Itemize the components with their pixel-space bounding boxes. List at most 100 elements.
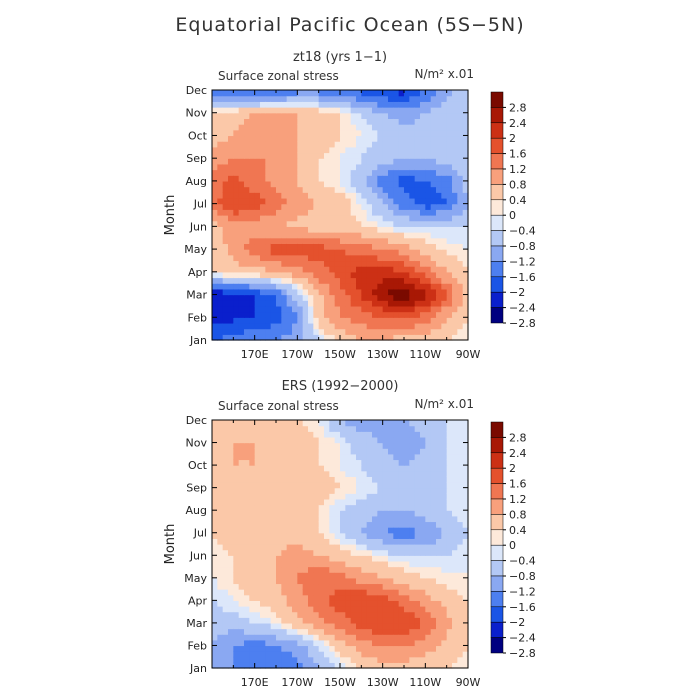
- contour-cell: [308, 175, 314, 182]
- contour-cell: [249, 577, 256, 585]
- contour-cell: [409, 510, 416, 517]
- contour-cell: [318, 158, 325, 165]
- contour-cell: [388, 589, 394, 596]
- contour-cell: [372, 611, 378, 618]
- contour-cell: [377, 101, 384, 108]
- contour-cell: [414, 420, 421, 427]
- contour-cell: [377, 583, 384, 590]
- contour-cell: [244, 482, 250, 489]
- contour-cell: [345, 249, 352, 256]
- contour-cell: [254, 197, 261, 205]
- contour-cell: [228, 532, 234, 539]
- contour-cell: [409, 101, 416, 108]
- contour-cell: [228, 266, 234, 273]
- contour-cell: [361, 527, 368, 534]
- contour-cell: [297, 180, 304, 188]
- contour-cell: [276, 589, 282, 596]
- contour-cell: [361, 197, 368, 205]
- contour-cell: [286, 442, 293, 449]
- month-tick-label: Oct: [188, 459, 208, 472]
- contour-cell: [340, 436, 346, 444]
- contour-cell: [350, 538, 357, 545]
- contour-cell: [441, 532, 448, 539]
- contour-cell: [404, 243, 410, 250]
- contour-cell: [318, 515, 325, 523]
- contour-cell: [217, 487, 224, 494]
- contour-cell: [340, 442, 346, 449]
- contour-cell: [318, 283, 325, 290]
- contour-cell: [340, 493, 346, 500]
- contour-cell: [324, 232, 330, 239]
- contour-cell: [222, 515, 229, 523]
- contour-cell: [345, 544, 352, 551]
- contour-cell: [270, 448, 277, 455]
- contour-cell: [212, 118, 218, 125]
- colorbar-swatch: [490, 261, 504, 278]
- contour-cell: [228, 482, 234, 489]
- contour-cell: [281, 135, 288, 142]
- contour-cell: [276, 431, 282, 438]
- contour-cell: [409, 112, 416, 120]
- colorbar-label: 2: [509, 132, 516, 145]
- contour-cell: [457, 448, 464, 455]
- contour-cell: [249, 328, 256, 335]
- contour-cell: [249, 622, 256, 630]
- contour-cell: [446, 493, 453, 500]
- lon-tick-label: 170E: [241, 348, 269, 361]
- contour-cell: [308, 611, 314, 618]
- contour-cell: [393, 152, 400, 159]
- contour-cell: [222, 583, 229, 590]
- contour-cell: [409, 215, 416, 222]
- contour-cell: [457, 135, 464, 142]
- contour-cell: [404, 470, 410, 477]
- contour-cell: [457, 305, 464, 313]
- contour-cell: [446, 141, 453, 148]
- contour-cell: [244, 487, 250, 494]
- contour-cell: [420, 180, 426, 188]
- contour-cell: [308, 436, 314, 444]
- contour-cell: [270, 521, 277, 528]
- contour-cell: [404, 645, 410, 652]
- contour-cell: [366, 118, 373, 125]
- contour-cell: [270, 152, 277, 159]
- contour-cell: [414, 186, 421, 193]
- contour-cell: [430, 611, 437, 618]
- contour-cell: [446, 186, 453, 193]
- contour-cell: [233, 328, 240, 335]
- contour-cell: [233, 226, 240, 233]
- contour-cell: [329, 465, 336, 472]
- contour-cell: [398, 141, 405, 148]
- contour-cell: [233, 124, 240, 131]
- contour-cell: [340, 152, 346, 159]
- contour-cell: [233, 152, 240, 159]
- contour-cell: [361, 152, 368, 159]
- contour-cell: [377, 266, 384, 273]
- contour-cell: [286, 594, 293, 601]
- contour-cell: [212, 436, 218, 444]
- colorbar-label: 2: [509, 462, 516, 475]
- contour-cell: [398, 470, 405, 477]
- contour-cell: [318, 118, 325, 125]
- colorbar-swatch: [490, 122, 504, 139]
- contour-cell: [457, 300, 464, 307]
- contour-cell: [228, 169, 234, 176]
- contour-cell: [292, 577, 298, 585]
- contour-cell: [217, 498, 224, 506]
- contour-cell: [249, 482, 256, 489]
- contour-cell: [404, 158, 410, 165]
- lon-tick-label: 170W: [281, 348, 313, 361]
- contour-cell: [212, 549, 218, 556]
- contour-cell: [382, 476, 389, 483]
- contour-cell: [244, 254, 250, 262]
- contour-cell: [233, 442, 240, 449]
- contour-cell: [350, 470, 357, 477]
- contour-cell: [425, 448, 432, 455]
- contour-cell: [398, 135, 405, 142]
- contour-cell: [254, 628, 261, 635]
- contour-cell: [356, 606, 362, 613]
- contour-cell: [270, 425, 277, 432]
- contour-cell: [318, 482, 325, 489]
- contour-cell: [318, 192, 325, 199]
- contour-cell: [233, 277, 240, 284]
- contour-cell: [292, 322, 298, 330]
